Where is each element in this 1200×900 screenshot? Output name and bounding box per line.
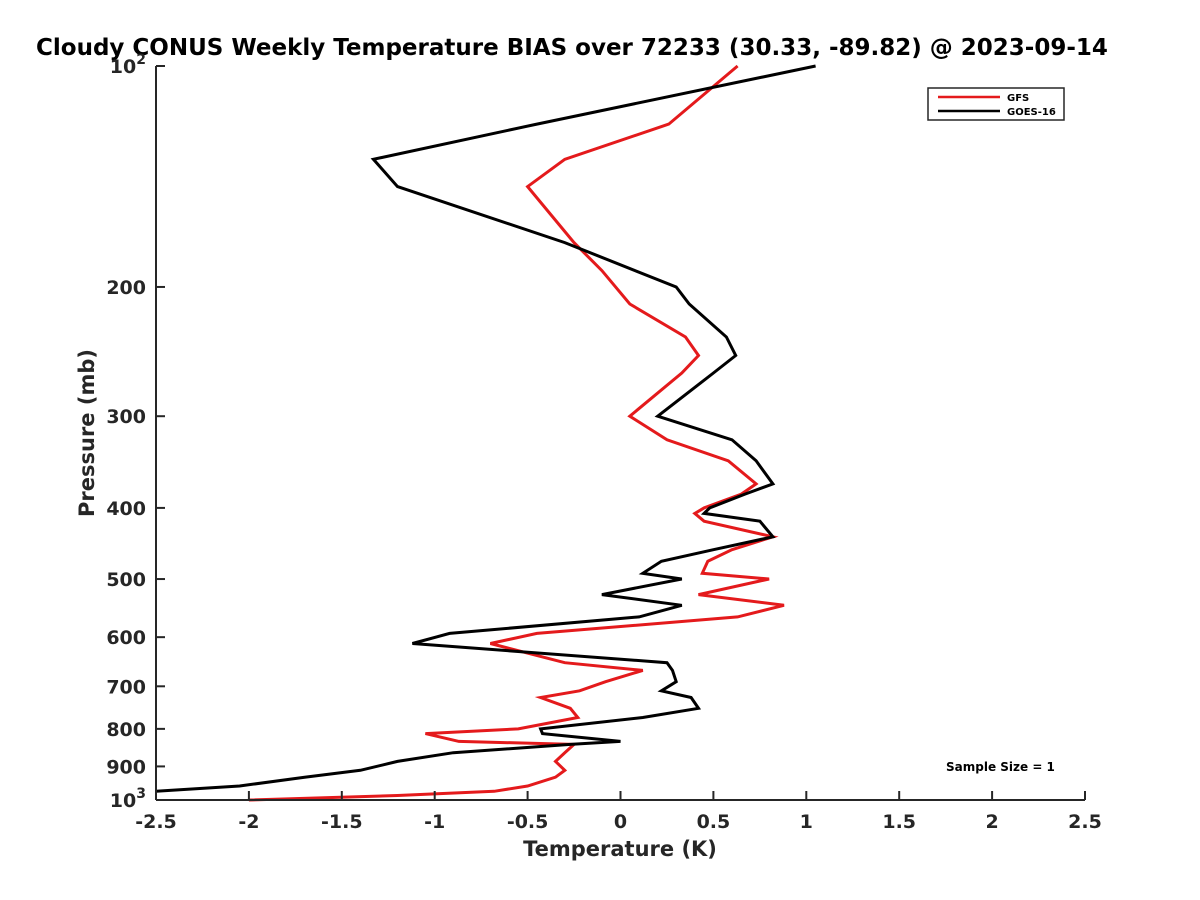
x-tick-label: 2.5: [1068, 811, 1102, 833]
y-tick-label: 800: [106, 719, 146, 741]
x-axis-label: Temperature (K): [523, 837, 717, 861]
y-tick-label: 900: [106, 756, 146, 778]
axes: [155, 66, 1085, 801]
x-tick-label: -0.5: [507, 811, 549, 833]
y-tick-exponent: 2: [136, 52, 146, 68]
x-tick-label: -1: [424, 811, 445, 833]
y-tick-label: 300: [106, 406, 146, 428]
y-tick-label: 102: [110, 52, 146, 78]
y-tick-label: 103: [110, 786, 146, 812]
legend-label-goes16: GOES-16: [1007, 107, 1056, 118]
x-tick-label: -1.5: [321, 811, 363, 833]
x-ticks: -2.5 -2 -1.5 -1 -0.5 0 0.5 1 1.5 2 2.5: [135, 791, 1102, 833]
chart-title: Cloudy CONUS Weekly Temperature BIAS ove…: [36, 35, 1108, 61]
x-tick-label: 0.5: [697, 811, 731, 833]
y-tick-label: 600: [106, 627, 146, 649]
y-tick-label: 500: [106, 569, 146, 591]
y-tick-label: 700: [106, 676, 146, 698]
series-line-gfs: [248, 64, 785, 802]
x-tick-label: 1: [800, 811, 813, 833]
x-tick-label: 1.5: [882, 811, 916, 833]
x-tick-label: -2: [238, 811, 259, 833]
x-tick-label: 0: [614, 811, 627, 833]
y-tick-label: 400: [106, 498, 146, 520]
y-tick-label: 200: [106, 277, 146, 299]
series-layer: [155, 64, 816, 802]
y-tick-base: 10: [110, 56, 136, 78]
x-tick-label: -2.5: [135, 811, 177, 833]
y-tick-base: 10: [110, 790, 136, 812]
y-axis-label: Pressure (mb): [75, 349, 99, 517]
legend-label-gfs: GFS: [1007, 93, 1029, 104]
legend-box: [927, 87, 1065, 121]
series-line-goes16: [155, 64, 816, 793]
sample-size-annotation: Sample Size = 1: [946, 760, 1055, 774]
legend: GFS GOES-16: [927, 87, 1065, 121]
y-tick-exponent: 3: [136, 786, 146, 802]
x-tick-label: 2: [985, 811, 998, 833]
